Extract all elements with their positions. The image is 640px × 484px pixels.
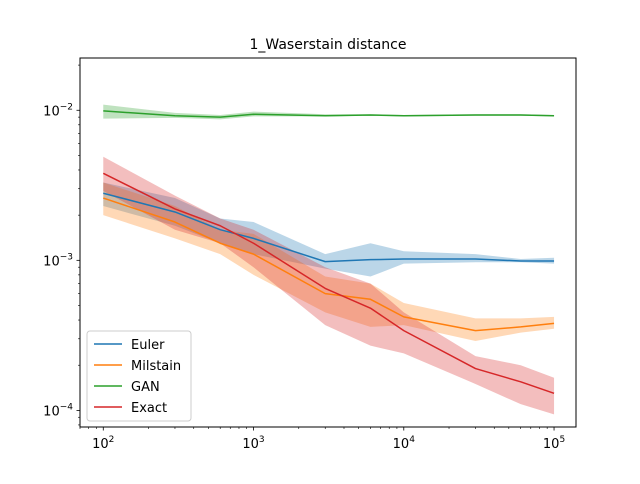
legend-label-milstain: Milstain	[131, 359, 181, 374]
x-tick-label: 103	[242, 435, 264, 452]
legend-frame	[86, 330, 192, 422]
band-euler	[103, 182, 555, 277]
legend-entry-euler: Euler	[94, 338, 165, 353]
line-milstain	[103, 197, 555, 332]
legend-entry-gan: GAN	[94, 380, 160, 395]
chart-title: 1_Waserstain distance	[250, 37, 407, 53]
legend-label-exact: Exact	[131, 401, 167, 416]
x-tick-label: 104	[393, 435, 416, 452]
y-tick-label: 10−2	[43, 102, 73, 119]
line-gan	[103, 110, 555, 118]
legend-label-gan: GAN	[131, 380, 160, 395]
line-euler	[103, 192, 555, 263]
legend: Euler Milstain GAN Exact	[86, 330, 192, 422]
legend-label-euler: Euler	[131, 338, 165, 353]
band-milstain	[103, 182, 555, 341]
plot-frame	[79, 57, 577, 428]
y-tick-label: 10−4	[43, 402, 73, 419]
legend-entry-milstain: Milstain	[94, 359, 181, 374]
x-axis: 102 103 104 105	[79, 427, 565, 452]
series-lines	[102, 110, 555, 394]
line-exact	[102, 172, 555, 394]
y-tick-label: 10−3	[43, 252, 73, 269]
legend-entry-exact: Exact	[94, 401, 167, 416]
y-axis: 10−4 10−3 10−2	[43, 64, 80, 426]
x-tick-label: 102	[92, 435, 114, 452]
x-tick-label: 105	[543, 435, 565, 452]
